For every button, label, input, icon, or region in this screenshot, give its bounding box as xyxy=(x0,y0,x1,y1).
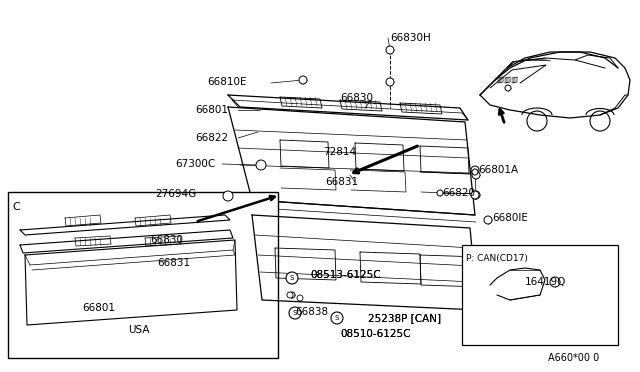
Text: S: S xyxy=(290,275,294,281)
Circle shape xyxy=(299,76,307,84)
Text: 66820: 66820 xyxy=(442,188,475,198)
Bar xyxy=(462,245,618,345)
Text: 27694G: 27694G xyxy=(155,189,196,199)
Bar xyxy=(8,192,278,358)
Text: 66831: 66831 xyxy=(157,258,190,268)
Text: 08513-6125C: 08513-6125C xyxy=(310,270,381,280)
Circle shape xyxy=(550,277,560,287)
Circle shape xyxy=(289,307,301,319)
Text: 66822: 66822 xyxy=(195,133,228,143)
Text: 08510-6125C: 08510-6125C xyxy=(340,329,410,339)
Text: 25238P [CAN]: 25238P [CAN] xyxy=(368,313,441,323)
Circle shape xyxy=(297,295,303,301)
Text: 66831: 66831 xyxy=(325,177,358,187)
Circle shape xyxy=(286,272,298,284)
Text: USA: USA xyxy=(128,325,150,335)
Text: 08513-6125C: 08513-6125C xyxy=(310,270,381,280)
Circle shape xyxy=(472,191,480,199)
Circle shape xyxy=(505,85,511,91)
Text: 08510-6125C: 08510-6125C xyxy=(340,329,410,339)
Circle shape xyxy=(256,160,266,170)
Circle shape xyxy=(472,171,480,179)
Text: 16419Q: 16419Q xyxy=(525,277,566,287)
Text: 66801: 66801 xyxy=(195,105,228,115)
Text: 66830: 66830 xyxy=(340,93,373,103)
Circle shape xyxy=(386,78,394,86)
Text: S: S xyxy=(335,315,339,321)
Text: 66801: 66801 xyxy=(82,303,115,313)
Circle shape xyxy=(386,46,394,54)
Circle shape xyxy=(471,166,479,174)
Text: 6680lE: 6680lE xyxy=(492,213,528,223)
Text: 66830: 66830 xyxy=(150,235,183,245)
Text: 67300C: 67300C xyxy=(175,159,215,169)
Text: 72814: 72814 xyxy=(323,147,356,157)
Circle shape xyxy=(331,312,343,324)
Text: S: S xyxy=(293,310,297,316)
Circle shape xyxy=(437,190,443,196)
Circle shape xyxy=(484,216,492,224)
Circle shape xyxy=(223,191,233,201)
Text: 66801A: 66801A xyxy=(478,165,518,175)
Text: 66830H: 66830H xyxy=(390,33,431,43)
Circle shape xyxy=(287,292,293,298)
Text: 66810E: 66810E xyxy=(207,77,246,87)
Circle shape xyxy=(471,191,479,199)
Circle shape xyxy=(289,292,295,298)
Text: A660*00 0: A660*00 0 xyxy=(548,353,599,363)
Circle shape xyxy=(472,169,478,175)
Text: C: C xyxy=(12,202,20,212)
Text: P: CAN(CD17): P: CAN(CD17) xyxy=(466,254,528,263)
Text: 25238P [CAN]: 25238P [CAN] xyxy=(368,313,441,323)
Text: 66838: 66838 xyxy=(295,307,328,317)
